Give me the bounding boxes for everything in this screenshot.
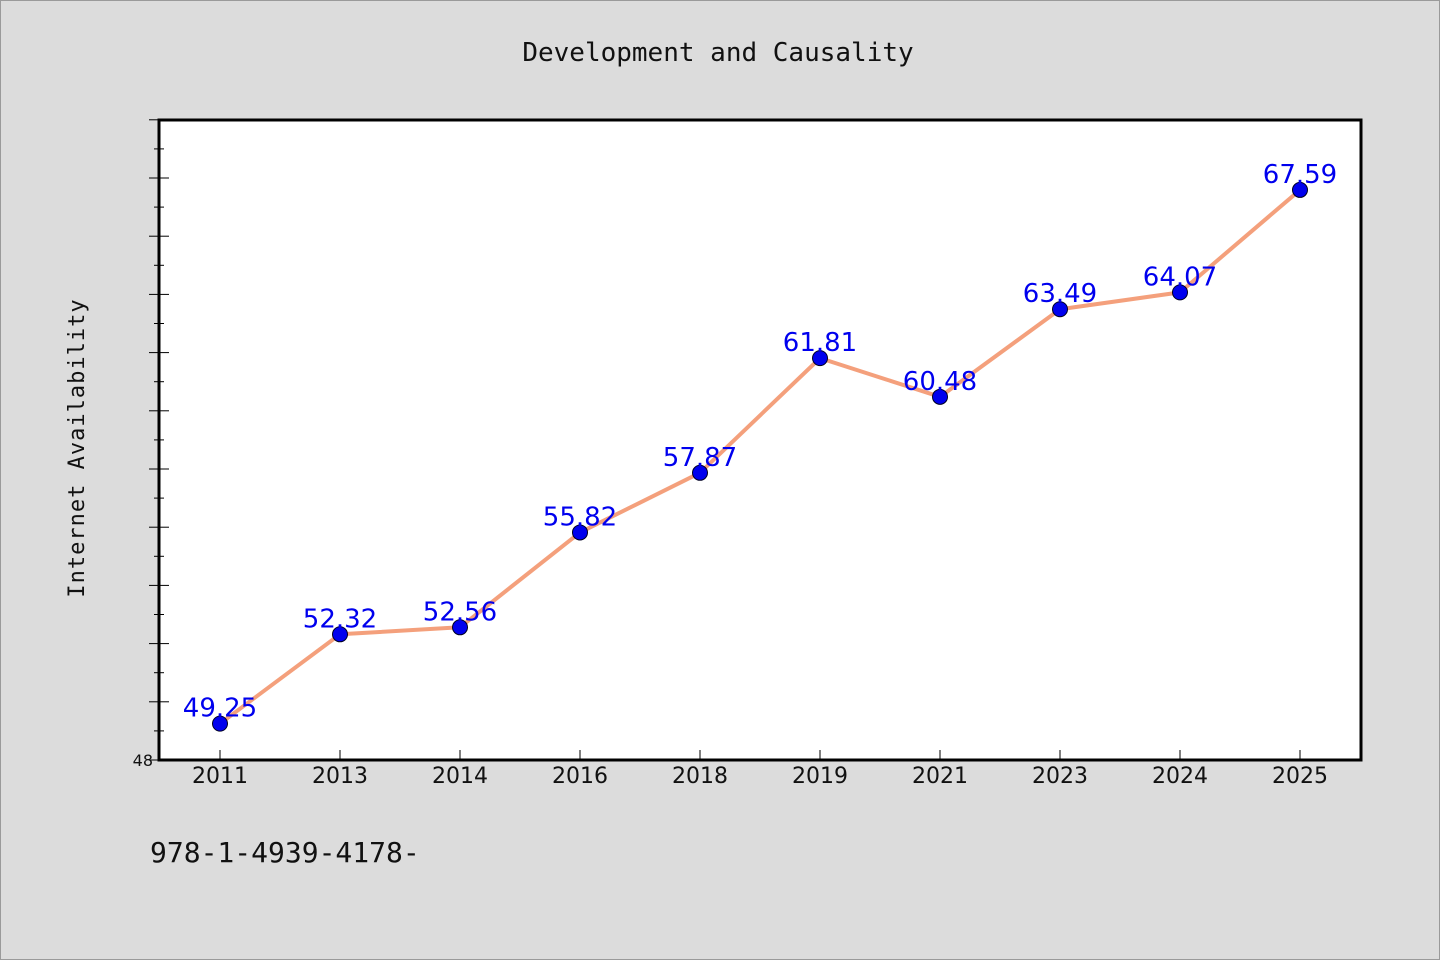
data-label: 63.49 [1023, 279, 1097, 309]
data-point-marker [812, 350, 828, 367]
data-label: 64.07 [1143, 262, 1217, 292]
data-point-marker [332, 626, 348, 643]
series-line-group [218, 187, 1302, 726]
x-tick-label: 2024 [1152, 764, 1208, 789]
data-label: 61.81 [783, 328, 857, 358]
x-tick-label: 2021 [912, 764, 968, 789]
series-line [218, 187, 1302, 726]
data-label: 57.87 [663, 443, 737, 473]
x-axis-ticks: 2011 2013 2014 2016 2018 2019 2021 2023 2024 2025 [192, 750, 1328, 789]
data-labels: 49.25 52.32 52.56 55.82 57.87 61.81 60.48 63.49… [183, 160, 1337, 724]
data-markers [212, 181, 1308, 732]
data-label: 49.25 [183, 694, 257, 724]
x-tick-label: 2019 [792, 764, 848, 789]
data-point-marker [1292, 181, 1308, 198]
data-point-marker [1052, 301, 1068, 318]
data-point-marker [932, 388, 948, 405]
data-point-marker [572, 524, 588, 541]
data-point-marker [452, 619, 468, 636]
data-label: 52.32 [303, 604, 377, 634]
data-label: 67.59 [1263, 160, 1337, 190]
data-label: 55.82 [543, 502, 617, 532]
data-point-marker [692, 464, 708, 481]
data-label: 52.56 [423, 597, 497, 627]
x-tick-label: 2023 [1032, 764, 1088, 789]
y-axis-ticks: 48 [133, 119, 169, 770]
footer-isbn-text: 978-1-4939-4178- [150, 836, 420, 869]
y-axis-label: Internet Availability [65, 298, 90, 597]
x-tick-label: 2011 [192, 764, 248, 789]
x-tick-label: 2016 [552, 764, 608, 789]
data-point-marker [212, 715, 228, 732]
x-tick-label: 2014 [432, 764, 488, 789]
plot-area [157, 118, 1363, 762]
data-label: 60.48 [903, 367, 977, 397]
x-tick-label: 2013 [312, 764, 368, 789]
x-tick-label: 2025 [1272, 764, 1328, 789]
y-tick-label: 48 [133, 751, 153, 770]
data-point-marker [1172, 284, 1188, 301]
chart-title: Development and Causality [522, 38, 913, 68]
x-tick-label: 2018 [672, 764, 728, 789]
